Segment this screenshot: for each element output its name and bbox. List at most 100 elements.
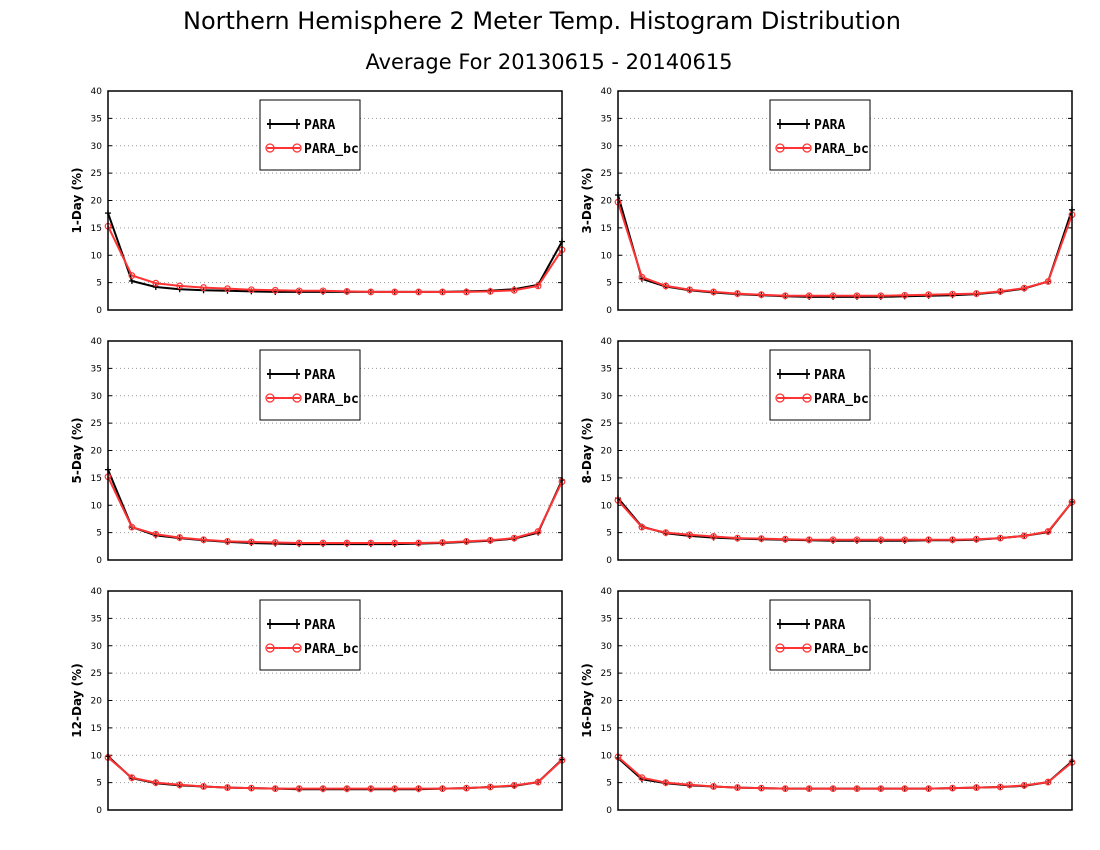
data-point xyxy=(757,535,765,543)
legend-marker xyxy=(292,143,302,153)
y-tick-label: 0 xyxy=(606,306,612,316)
legend-marker xyxy=(265,643,275,653)
data-point xyxy=(781,292,789,300)
data-point xyxy=(128,277,135,284)
data-point xyxy=(805,785,813,793)
data-point xyxy=(686,286,694,294)
data-point xyxy=(367,539,375,547)
legend-label: PARA_bc xyxy=(304,642,359,657)
legend-label: PARA xyxy=(304,368,335,383)
y-tick-label: 35 xyxy=(91,614,102,624)
data-point xyxy=(295,539,303,547)
data-point xyxy=(973,784,980,791)
data-point xyxy=(1020,781,1028,789)
data-point xyxy=(949,536,956,544)
y-tick-label: 15 xyxy=(91,224,102,234)
legend-marker xyxy=(775,143,785,153)
legend-box xyxy=(259,349,361,421)
data-point xyxy=(925,785,933,793)
legend-label: PARA_bc xyxy=(814,392,869,407)
data-point xyxy=(901,291,909,299)
data-point xyxy=(1044,528,1052,535)
data-point xyxy=(415,785,423,793)
data-point xyxy=(152,279,160,287)
data-point xyxy=(710,288,717,296)
data-point xyxy=(486,783,494,791)
data-point xyxy=(686,781,694,789)
data-point xyxy=(391,785,399,793)
legend: PARA PARA_bc xyxy=(259,349,361,421)
data-point xyxy=(734,784,741,791)
y-axis-label: 5-Day (%) xyxy=(70,417,84,483)
data-point xyxy=(128,523,136,531)
legend: PARA PARA_bc xyxy=(259,599,361,671)
data-point xyxy=(224,285,231,293)
data-point xyxy=(853,785,861,793)
series-line-para-bc xyxy=(617,756,1073,790)
data-point xyxy=(343,539,351,547)
y-tick-label: 0 xyxy=(96,306,102,316)
y-tick-label: 40 xyxy=(91,337,103,347)
data-point xyxy=(925,536,933,544)
y-tick-label: 35 xyxy=(601,114,612,124)
y-tick-label: 30 xyxy=(601,142,613,152)
data-point xyxy=(463,288,470,296)
data-point xyxy=(176,282,184,290)
data-point xyxy=(510,781,518,789)
data-point xyxy=(710,533,717,540)
chart-panel-6: 0 5 10 15 20 25 30 35 40 16-Day (%) PARA PARA_bc xyxy=(580,587,1076,816)
data-point xyxy=(710,783,717,790)
data-point xyxy=(295,287,303,295)
y-tick-label: 5 xyxy=(96,779,102,789)
series-line-para xyxy=(617,194,1073,298)
data-point xyxy=(152,284,159,291)
y-tick-label: 40 xyxy=(601,587,613,597)
series-line-para-bc xyxy=(617,201,1073,297)
series-line-para-bc xyxy=(107,756,563,790)
data-point xyxy=(662,282,670,290)
data-point xyxy=(463,784,470,792)
legend: PARA PARA_bc xyxy=(259,99,361,171)
data-point xyxy=(853,292,861,300)
data-point xyxy=(805,292,813,300)
data-point xyxy=(152,779,160,787)
legend-marker xyxy=(802,393,812,403)
y-tick-label: 0 xyxy=(606,556,612,566)
legend-box xyxy=(769,599,871,671)
y-tick-label: 10 xyxy=(601,251,613,261)
y-tick-label: 10 xyxy=(601,751,613,761)
chart-panel-1: 0 5 10 15 20 25 30 35 40 1-Day (%) PARA PARA_bc xyxy=(70,87,566,316)
legend-label: PARA xyxy=(304,118,335,133)
legend-marker xyxy=(265,393,275,403)
data-point xyxy=(200,536,207,544)
data-point xyxy=(853,536,861,544)
y-tick-label: 35 xyxy=(601,364,612,374)
data-point xyxy=(534,282,542,290)
data-point xyxy=(638,774,646,782)
y-tick-label: 30 xyxy=(91,142,103,152)
data-point xyxy=(486,536,494,544)
y-tick-label: 40 xyxy=(601,87,613,97)
legend: PARA PARA_bc xyxy=(769,349,871,421)
y-tick-label: 10 xyxy=(91,751,103,761)
data-point xyxy=(343,287,351,295)
data-point xyxy=(463,537,470,545)
data-point xyxy=(200,284,207,291)
y-tick-label: 20 xyxy=(601,197,613,207)
legend-box xyxy=(769,349,871,421)
data-point xyxy=(224,537,231,545)
chart-panel-3: 0 5 10 15 20 25 30 35 40 5-Day (%) PARA PARA_bc xyxy=(70,337,566,566)
data-point xyxy=(319,287,327,295)
data-point xyxy=(829,785,837,793)
figure-title: Northern Hemisphere 2 Meter Temp. Histog… xyxy=(183,7,901,35)
legend: PARA PARA_bc xyxy=(769,99,871,171)
data-point xyxy=(1044,278,1052,285)
y-tick-label: 15 xyxy=(91,724,102,734)
y-tick-label: 30 xyxy=(91,392,103,402)
data-point xyxy=(176,781,184,789)
legend-box xyxy=(259,599,361,671)
y-tick-label: 20 xyxy=(601,447,613,457)
data-point xyxy=(367,785,375,793)
y-tick-label: 15 xyxy=(601,474,612,484)
data-point xyxy=(877,536,885,544)
